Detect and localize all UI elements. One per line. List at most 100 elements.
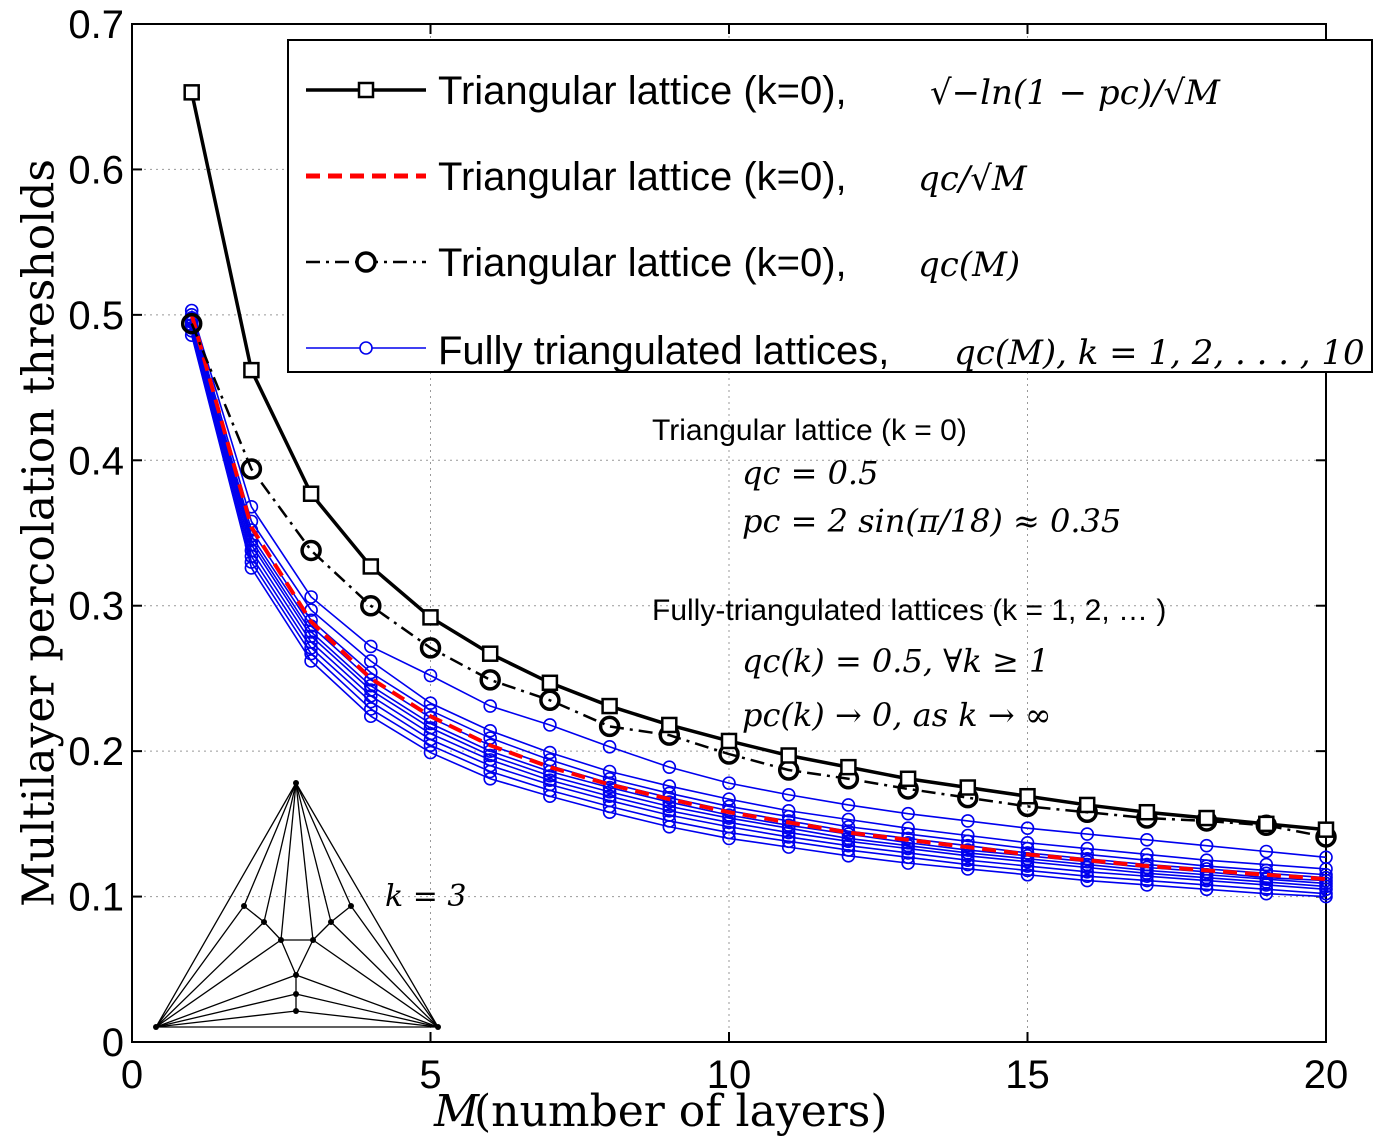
legend-marker-3: [355, 251, 377, 273]
data-point: [1140, 869, 1154, 884]
legend-label-4: Fully triangulated lattices,: [438, 329, 889, 373]
series-sqrt-ln: [183, 84, 1335, 838]
data-point: [901, 846, 915, 860]
data-point: [183, 84, 200, 101]
data-point: [662, 803, 677, 818]
annotation-tri-pc: pc = 2 sin(π/18) ≈ 0.35: [742, 502, 1121, 540]
data-point: [1259, 844, 1274, 859]
legend-box: [287, 39, 1373, 373]
data-point: [541, 674, 559, 692]
data-point: [662, 819, 677, 834]
data-point: [240, 458, 263, 480]
legend-samples: [306, 81, 426, 355]
data-point: [960, 849, 975, 863]
x-tick-label: 15: [1005, 1053, 1050, 1097]
data-point: [483, 748, 498, 763]
legend-marker-4: [359, 341, 373, 355]
data-point: [302, 485, 320, 502]
x-tick-label: 20: [1304, 1053, 1349, 1097]
data-point: [543, 789, 557, 804]
series-line: [190, 321, 1327, 885]
x-axis-label: M (number of layers): [433, 1086, 888, 1137]
y-tick-label: 0.5: [68, 294, 124, 338]
data-point: [1140, 873, 1154, 888]
inset-lattice-diagram: [153, 780, 441, 1030]
data-point: [423, 696, 438, 710]
legend-math-1: √−ln(1 − pc)/√M: [930, 73, 1221, 113]
data-point: [1317, 821, 1335, 838]
legend-label-1: Triangular lattice (k=0),: [438, 69, 847, 113]
y-axis-label: Multilayer percolation thresholds: [14, 159, 65, 907]
series-line: [190, 335, 1327, 898]
data-point: [1140, 833, 1154, 847]
data-point: [1259, 886, 1274, 901]
data-point: [481, 645, 499, 662]
data-point: [1258, 815, 1275, 833]
data-point: [598, 715, 621, 738]
data-point: [781, 840, 796, 854]
data-point: [243, 361, 260, 379]
data-point: [1080, 860, 1094, 875]
data-point: [1259, 882, 1274, 897]
annotation-full-pc: pc(k) → 0, as k → ∞: [742, 696, 1052, 734]
y-tick-label: 0.7: [68, 3, 124, 47]
axis-ticks: 0 5 10 15 20 0 0.1 0.2 0.3 0.4 0.5 0.6 0.7: [68, 3, 1348, 1097]
data-point: [1020, 867, 1035, 882]
series-line: [190, 314, 1327, 870]
data-point: [483, 723, 498, 738]
data-point: [602, 789, 617, 804]
data-point: [841, 838, 856, 853]
data-point: [363, 702, 378, 716]
data-point: [1020, 821, 1035, 836]
data-point: [1080, 865, 1094, 879]
y-tick-label: 0: [102, 1021, 124, 1065]
data-point: [781, 830, 796, 844]
series-line: [190, 330, 1327, 895]
series-line: [190, 324, 1327, 888]
data-point: [1319, 882, 1333, 897]
series-line: [190, 310, 1327, 859]
data-point: [841, 849, 856, 863]
data-point: [363, 639, 378, 654]
series-line: [190, 327, 1327, 891]
data-point: [960, 857, 975, 872]
annotation-block: Triangular lattice (k = 0) qc = 0.5 pc =…: [652, 414, 1166, 734]
data-point: [899, 770, 917, 788]
data-point: [300, 539, 322, 562]
data-point: [901, 806, 915, 821]
series-qc-over-sqrtM: [189, 314, 1327, 882]
data-point: [419, 637, 442, 659]
data-point: [960, 814, 975, 828]
data-point: [1020, 859, 1035, 873]
data-point: [363, 709, 378, 724]
data-point: [543, 773, 557, 788]
data-point: [1199, 873, 1214, 888]
legend-math-3: qc(M): [918, 245, 1020, 285]
inset-label: k = 3: [385, 879, 466, 914]
legend-math-4: qc(M), k = 1, 2, . . . , 10: [954, 333, 1365, 373]
data-point: [722, 776, 736, 790]
legend-label-2: Triangular lattice (k=0),: [438, 155, 847, 199]
annotation-tri-title: Triangular lattice (k = 0): [652, 414, 967, 447]
series-fully-triangulated-k8: [184, 321, 1333, 897]
data-point: [781, 787, 796, 802]
data-point: [601, 697, 618, 715]
legend-marker-1: [357, 81, 375, 99]
data-point: [423, 738, 438, 753]
annotation-full-title: Fully-triangulated lattices (k = 1, 2, ……: [652, 594, 1166, 627]
data-point: [661, 716, 678, 734]
data-point: [180, 312, 203, 335]
data-point: [362, 558, 380, 575]
x-tick-label: 10: [707, 1053, 752, 1097]
data-point: [543, 745, 557, 760]
data-point: [720, 732, 738, 750]
data-point: [1199, 838, 1214, 853]
series-qc-of-M: [180, 312, 1337, 848]
legend-math-2: qc/√M: [918, 159, 1028, 199]
data-point: [1198, 809, 1215, 827]
data-point: [662, 760, 677, 774]
data-point: [602, 771, 617, 786]
data-point: [841, 834, 856, 849]
data-point: [602, 805, 617, 820]
